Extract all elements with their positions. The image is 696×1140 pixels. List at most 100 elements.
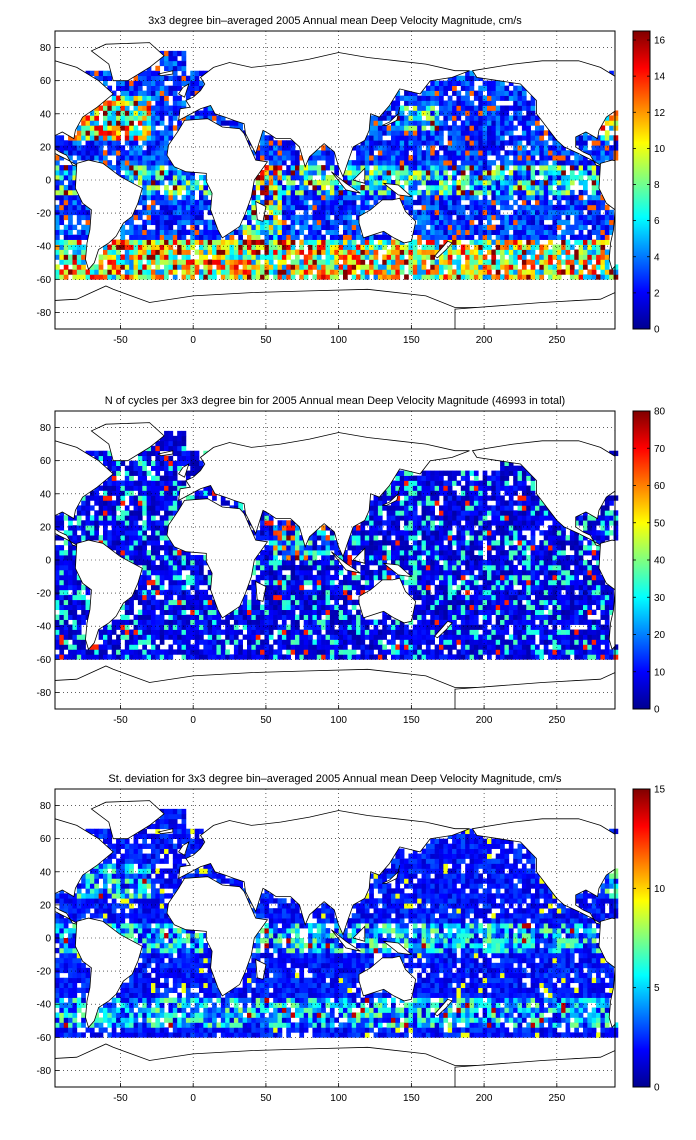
data-cell: [207, 224, 213, 231]
data-cell: [587, 254, 593, 260]
data-cell: [312, 234, 318, 240]
data-cell: [521, 219, 527, 226]
data-cell: [321, 604, 326, 611]
data-cell: [159, 639, 165, 645]
data-cell: [569, 619, 575, 625]
data-cell: [543, 160, 549, 166]
data-cell: [535, 184, 540, 191]
data-cell: [142, 204, 147, 211]
data-cell: [268, 644, 274, 650]
data-cell: [347, 639, 353, 645]
data-cell: [76, 269, 82, 275]
data-cell: [286, 175, 291, 181]
data-cell: [264, 609, 270, 615]
data-cell: [260, 155, 265, 161]
data-cell: [146, 249, 152, 255]
data-cell: [386, 130, 392, 136]
data-cell: [556, 204, 562, 211]
data-cell: [260, 604, 265, 611]
data-cell: [351, 639, 357, 645]
data-cell: [168, 189, 174, 196]
data-cell: [299, 594, 305, 601]
data-cell: [491, 604, 497, 611]
data-cell: [273, 189, 278, 196]
data-cell: [521, 589, 527, 596]
data-cell: [146, 204, 152, 211]
data-cell: [216, 649, 222, 655]
data-cell: [495, 649, 501, 655]
data-cell: [251, 194, 257, 201]
data-cell: [295, 619, 300, 625]
data-cell: [290, 264, 296, 270]
data-cell: [268, 219, 274, 226]
data-cell: [85, 120, 91, 126]
data-cell: [137, 629, 143, 635]
data-cell: [199, 80, 204, 86]
data-cell: [151, 95, 156, 101]
data-cell: [76, 654, 82, 660]
data-cell: [76, 629, 82, 635]
data-cell: [194, 259, 200, 265]
data-cell: [404, 180, 409, 186]
data-cell: [277, 209, 283, 216]
data-cell: [556, 589, 562, 596]
data-cell: [94, 264, 99, 270]
data-cell: [495, 619, 501, 625]
data-cell: [430, 244, 435, 250]
data-cell: [583, 180, 588, 186]
data-cell: [369, 269, 374, 275]
data-cell: [535, 244, 540, 250]
data-cell: [364, 654, 370, 660]
data-cell: [164, 60, 169, 67]
data-cell: [417, 140, 422, 146]
data-cell: [478, 634, 483, 640]
data-cell: [469, 634, 475, 640]
data-cell: [604, 150, 610, 156]
data-cell: [574, 199, 579, 206]
data-cell: [203, 604, 209, 611]
data-cell: [517, 624, 523, 630]
data-cell: [268, 229, 274, 235]
data-cell: [495, 80, 501, 86]
data-cell: [412, 170, 418, 176]
data-cell: [286, 649, 291, 655]
data-cell: [229, 234, 235, 240]
data-cell: [81, 135, 86, 141]
data-cell: [124, 269, 130, 275]
data-cell: [439, 244, 444, 250]
data-cell: [456, 639, 462, 645]
data-cell: [487, 135, 492, 141]
data-cell: [181, 180, 187, 186]
data-cell: [412, 244, 418, 250]
data-cell: [465, 145, 470, 151]
data-cell: [360, 269, 366, 275]
data-cell: [264, 150, 270, 156]
data-cell: [517, 619, 523, 625]
data-cell: [613, 649, 619, 655]
data-cell: [255, 184, 261, 191]
data-cell: [434, 594, 440, 601]
data-cell: [120, 145, 126, 151]
data-cell: [412, 120, 418, 126]
data-cell: [526, 105, 531, 111]
data-cell: [299, 259, 305, 265]
data-cell: [596, 249, 601, 255]
data-cell: [312, 604, 318, 611]
data-cell: [81, 654, 86, 660]
data-cell: [530, 100, 536, 106]
data-cell: [168, 234, 174, 240]
data-cell: [548, 619, 553, 625]
data-cell: [460, 224, 466, 231]
data-cell: [465, 619, 470, 625]
data-cell: [583, 140, 588, 146]
data-cell: [59, 214, 65, 221]
data-cell: [338, 589, 344, 596]
data-cell: [530, 184, 536, 191]
data-cell: [513, 259, 518, 265]
data-cell: [260, 170, 265, 176]
data-cell: [164, 75, 169, 82]
data-cell: [491, 254, 497, 260]
data-cell: [360, 140, 366, 146]
data-cell: [439, 165, 444, 171]
data-cell: [473, 629, 479, 635]
